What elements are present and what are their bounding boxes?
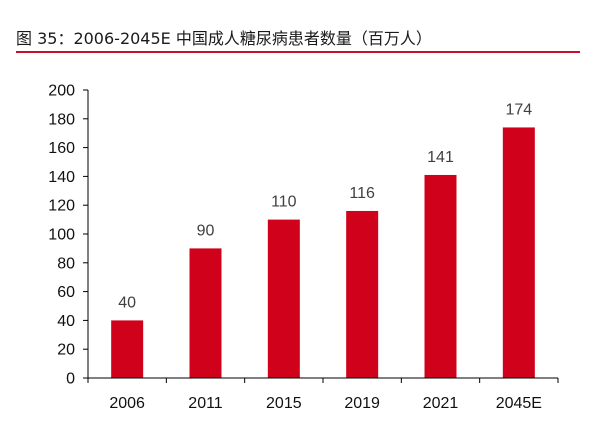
y-tick-label: 40 xyxy=(57,313,75,330)
y-tick-label: 0 xyxy=(66,371,75,388)
x-tick-label: 2019 xyxy=(344,395,380,412)
bar-2019 xyxy=(346,210,379,378)
bar-labels-group: 40 90 110 116 141 174 xyxy=(118,101,532,311)
y-tick-label: 160 xyxy=(48,140,75,157)
x-tick-label: 2045E xyxy=(496,395,542,412)
bar-2011 xyxy=(189,248,222,378)
y-tick-label: 120 xyxy=(48,198,75,215)
bar-value-label: 40 xyxy=(118,294,136,311)
bar-value-label: 116 xyxy=(349,185,375,202)
y-tick-label: 20 xyxy=(57,342,75,359)
x-axis: 2006 2011 2015 2019 2021 2045E xyxy=(87,377,559,412)
bar-value-label: 90 xyxy=(197,222,215,239)
x-tick-label: 2021 xyxy=(423,395,459,412)
bar-2021 xyxy=(424,174,457,378)
y-axis: 0 20 40 60 80 100 120 140 160 180 200 xyxy=(48,83,89,388)
bar-2015 xyxy=(267,219,300,378)
x-tick-label: 2011 xyxy=(188,395,223,412)
y-tick-label: 140 xyxy=(48,169,75,186)
chart-title: 图 35：2006-2045E 中国成人糖尿病患者数量（百万人） xyxy=(16,29,432,48)
y-tick-label: 180 xyxy=(48,111,75,128)
y-tick-label: 200 xyxy=(48,83,75,100)
bar-value-label: 110 xyxy=(271,194,297,211)
x-tick-label: 2006 xyxy=(109,395,145,412)
bar-value-label: 141 xyxy=(427,149,454,166)
y-tick-label: 80 xyxy=(57,255,75,272)
y-tick-label: 100 xyxy=(48,227,75,244)
bar-2045E xyxy=(502,127,535,378)
bars-group xyxy=(111,127,535,378)
bar-2006 xyxy=(111,320,144,378)
y-tick-label: 60 xyxy=(57,284,75,301)
title-underline xyxy=(16,51,580,53)
x-tick-label: 2015 xyxy=(266,395,302,412)
bar-value-label: 174 xyxy=(505,101,532,118)
